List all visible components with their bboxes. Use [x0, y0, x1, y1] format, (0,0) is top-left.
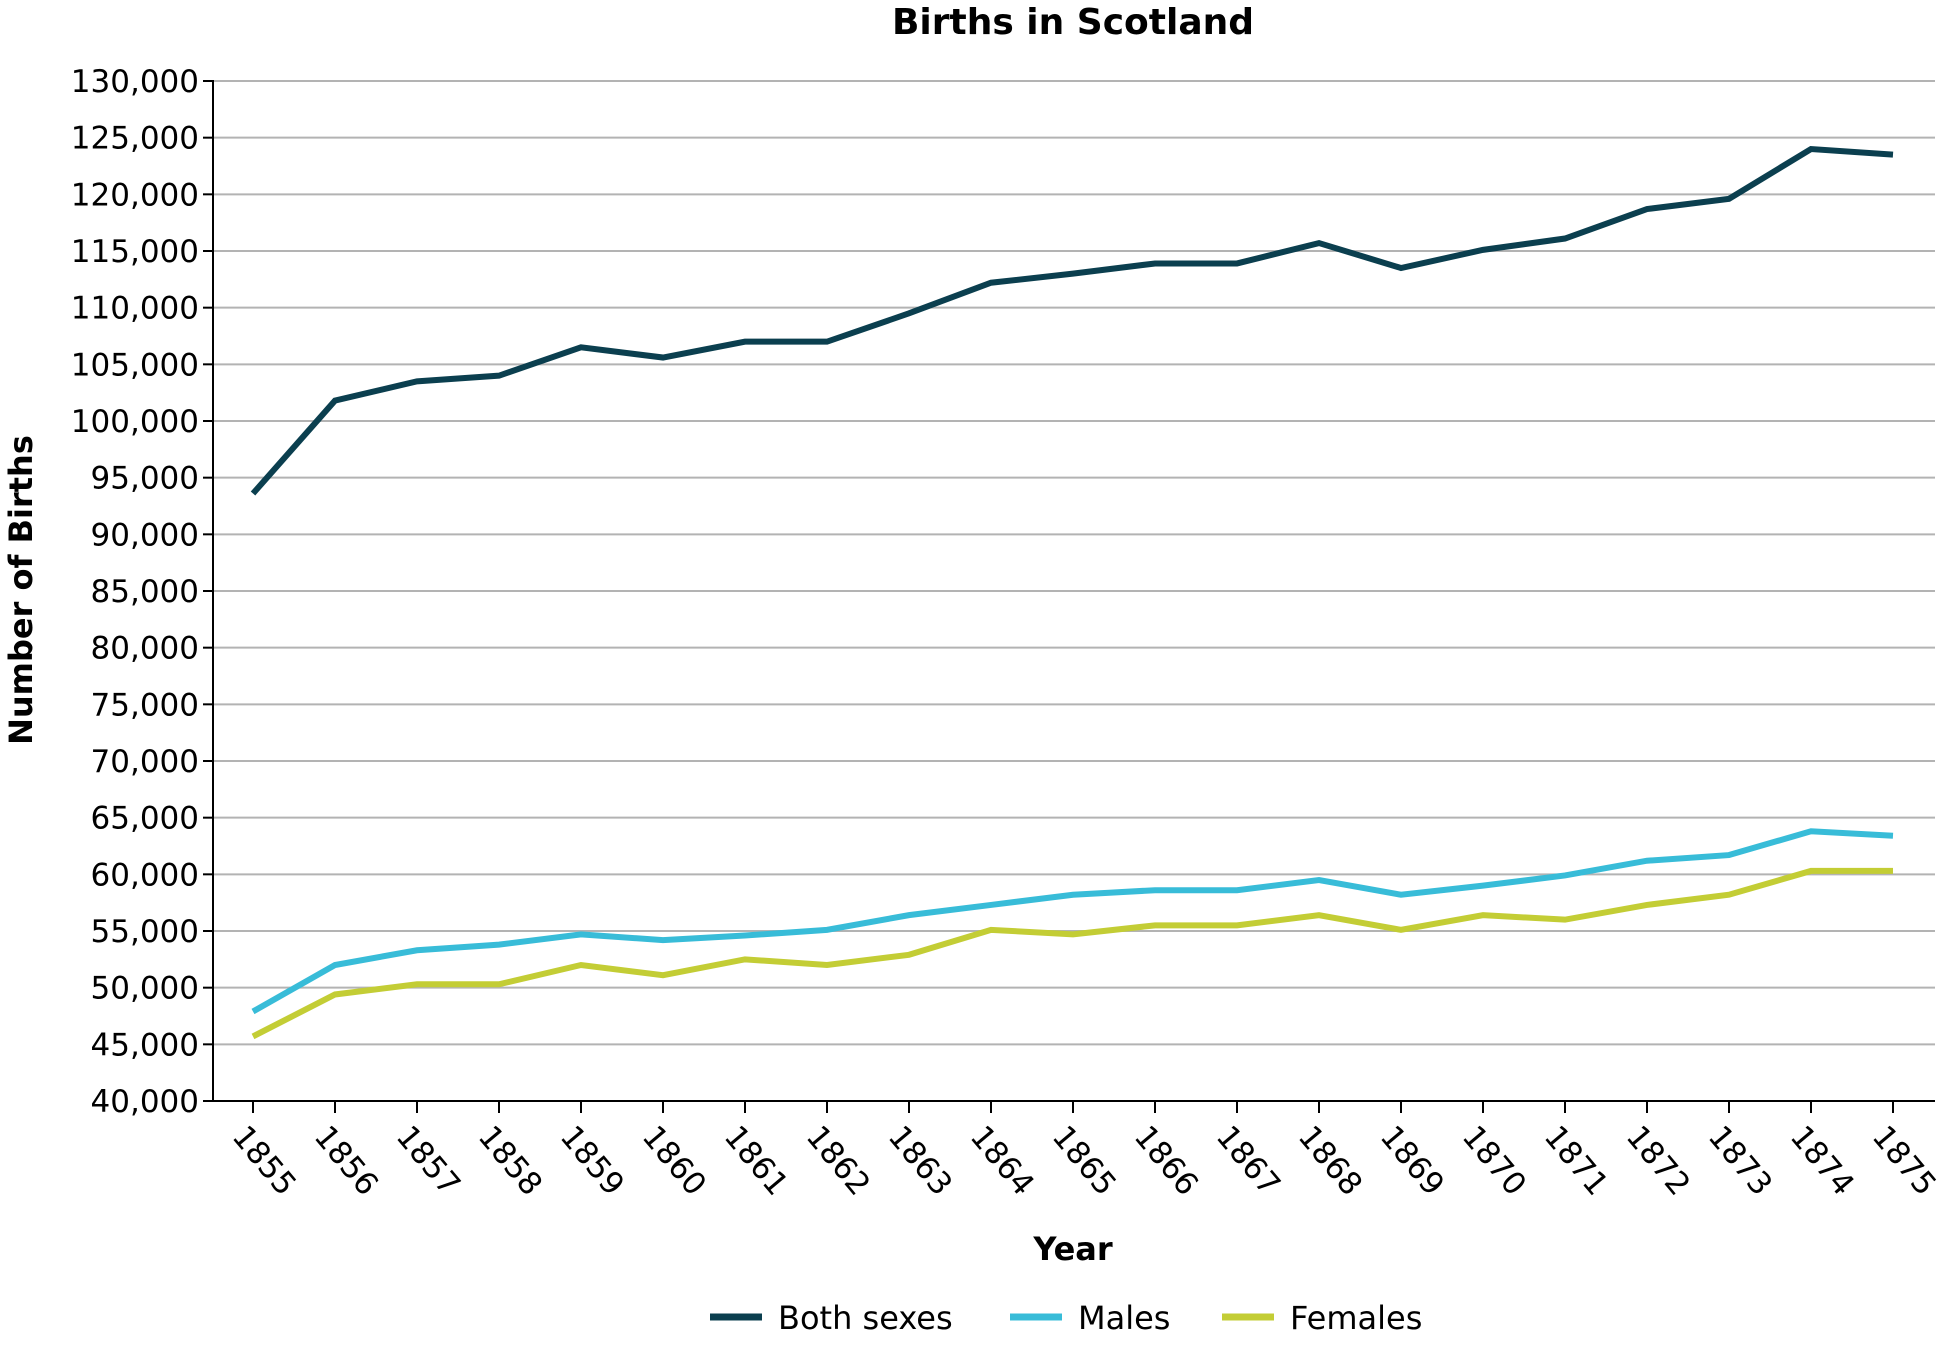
legend: Both sexes Males Females [710, 1299, 1422, 1337]
x-tick-label: 1875 [1865, 1119, 1943, 1203]
y-axis-ticks: 40,000 45,000 50,000 55,000 60,000 65,000 70,0… [71, 64, 213, 1120]
y-tick-label: 65,000 [91, 801, 199, 837]
x-tick-label: 1865 [1045, 1119, 1123, 1203]
y-tick-label: 80,000 [91, 631, 199, 667]
y-tick-label: 90,000 [91, 517, 199, 553]
x-tick-label: 1860 [635, 1119, 713, 1203]
x-tick-label: 1867 [1209, 1119, 1287, 1203]
x-axis-ticks: 1855 1856 1857 1858 1859 1860 1861 1862 1863 1864… [225, 1101, 1943, 1203]
y-tick-label: 125,000 [71, 121, 199, 157]
x-tick-label: 1863 [881, 1119, 959, 1203]
y-tick-label: 60,000 [91, 857, 199, 893]
x-tick-label: 1868 [1291, 1119, 1369, 1203]
x-tick-label: 1857 [389, 1119, 467, 1203]
gridlines [213, 80, 1935, 1046]
series-line-males [251, 828, 1894, 1015]
y-tick-label: 110,000 [71, 291, 199, 327]
y-tick-label: 115,000 [71, 234, 199, 270]
x-tick-label: 1874 [1783, 1119, 1861, 1203]
y-tick-label: 130,000 [71, 64, 199, 100]
legend-label: Both sexes [778, 1299, 953, 1337]
x-tick-label: 1873 [1701, 1119, 1779, 1203]
series-lines [250, 145, 1894, 1040]
series-line-both-sexes [250, 145, 1894, 496]
x-tick-label: 1864 [963, 1119, 1041, 1203]
series-line-females [251, 867, 1893, 1040]
legend-label: Males [1078, 1299, 1170, 1337]
y-tick-label: 85,000 [91, 574, 199, 610]
legend-label: Females [1290, 1299, 1422, 1337]
y-tick-label: 100,000 [71, 404, 199, 440]
y-axis-label: Number of Births [2, 435, 40, 745]
y-tick-label: 40,000 [91, 1084, 199, 1120]
y-tick-label: 55,000 [91, 914, 199, 950]
y-tick-label: 95,000 [91, 461, 199, 497]
y-tick-label: 75,000 [91, 687, 199, 723]
x-axis-label: Year [1032, 1230, 1113, 1268]
x-tick-label: 1856 [307, 1119, 385, 1203]
x-tick-label: 1859 [553, 1119, 631, 1203]
y-tick-label: 50,000 [91, 971, 199, 1007]
x-tick-label: 1858 [471, 1119, 549, 1203]
x-tick-label: 1869 [1373, 1119, 1451, 1203]
x-tick-label: 1866 [1127, 1119, 1205, 1203]
x-tick-label: 1870 [1455, 1119, 1533, 1203]
x-tick-label: 1862 [799, 1119, 877, 1203]
y-tick-label: 120,000 [71, 177, 199, 213]
y-tick-label: 105,000 [71, 347, 199, 383]
x-tick-label: 1872 [1619, 1119, 1697, 1203]
chart-title: Births in Scotland [892, 2, 1254, 43]
x-tick-label: 1871 [1537, 1119, 1615, 1203]
y-tick-label: 45,000 [91, 1027, 199, 1063]
x-tick-label: 1861 [717, 1119, 795, 1203]
y-tick-label: 70,000 [91, 744, 199, 780]
x-tick-label: 1855 [225, 1119, 303, 1203]
